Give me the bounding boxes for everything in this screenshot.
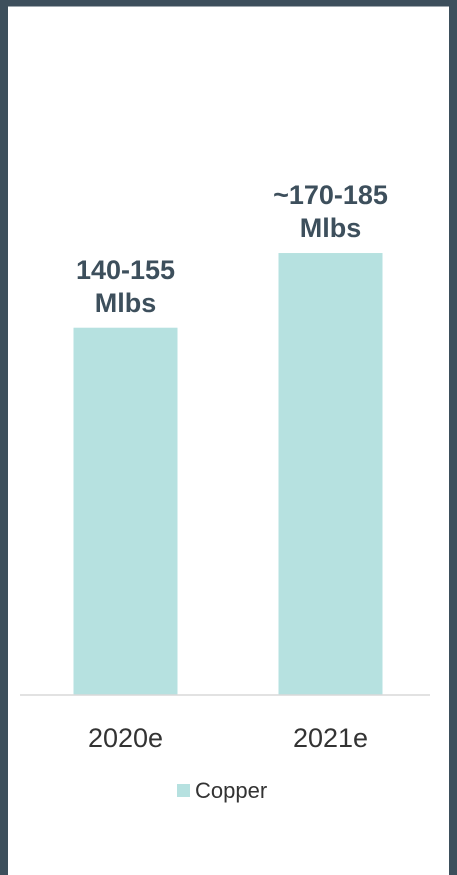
data-label: 140-155 Mlbs bbox=[75, 254, 176, 318]
legend-label: Copper bbox=[195, 778, 267, 803]
data-label: ~170-185 Mlbs bbox=[273, 180, 388, 244]
x-tick-label: 2020e bbox=[88, 723, 163, 753]
bar bbox=[278, 253, 383, 695]
x-tick-label: 2021e bbox=[293, 723, 368, 753]
bar bbox=[73, 327, 178, 695]
legend-swatch bbox=[177, 784, 190, 797]
